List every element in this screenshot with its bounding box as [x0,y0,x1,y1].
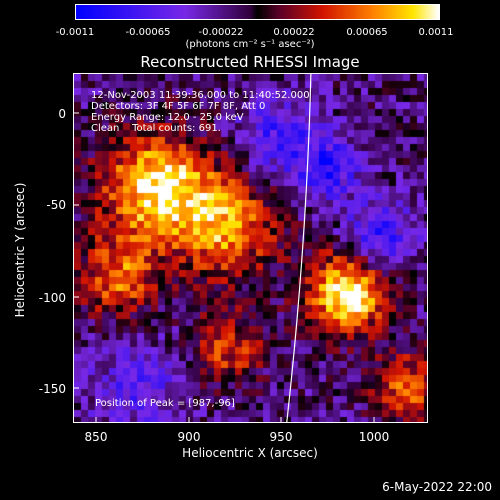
rhessi-image: 12-Nov-2003 11:39:36.000 to 11:40:52.000… [73,73,428,423]
info-time: 12-Nov-2003 11:39:36.000 to 11:40:52.000 [91,90,310,101]
solar-limb [286,74,312,422]
colorbar [75,4,440,20]
info-energy: Energy Range: 12.0 - 25.0 keV [91,112,244,123]
timestamp: 6-May-2022 22:00 [382,480,492,494]
limb-curve [286,74,312,422]
x-tick: 950 [269,430,293,444]
image-pixels [74,74,427,422]
y-tick: 0 [58,107,66,121]
colorbar-tick: -0.00065 [125,27,171,38]
y-tick: -100 [38,291,66,305]
colorbar-tick: -0.00022 [198,27,244,38]
colorbar-units: (photons cm⁻² s⁻¹ asec⁻²) [185,39,315,50]
colorbar-tick: -0.0011 [55,27,95,38]
colorbar-tick: 0.0011 [418,27,454,38]
y-tick: -150 [38,382,66,396]
colorbar-tick: 0.00065 [346,27,388,38]
colorbar-tick: 0.00022 [273,27,315,38]
y-axis-label: Heliocentric Y (arcsec) [13,182,27,318]
y-tick: -50 [46,198,66,212]
info-counts: Clean Total counts: 691. [91,123,221,134]
x-tick: 900 [177,430,201,444]
peak-position: Position of Peak = [987,-96] [95,398,235,409]
image-title: Reconstructed RHESSI Image [140,53,360,71]
info-detectors: Detectors: 3F 4F 5F 6F 7F 8F, Att 0 [91,101,266,112]
x-tick: 850 [84,430,108,444]
x-axis-label: Heliocentric X (arcsec) [182,446,318,460]
x-tick: 1000 [358,430,390,444]
